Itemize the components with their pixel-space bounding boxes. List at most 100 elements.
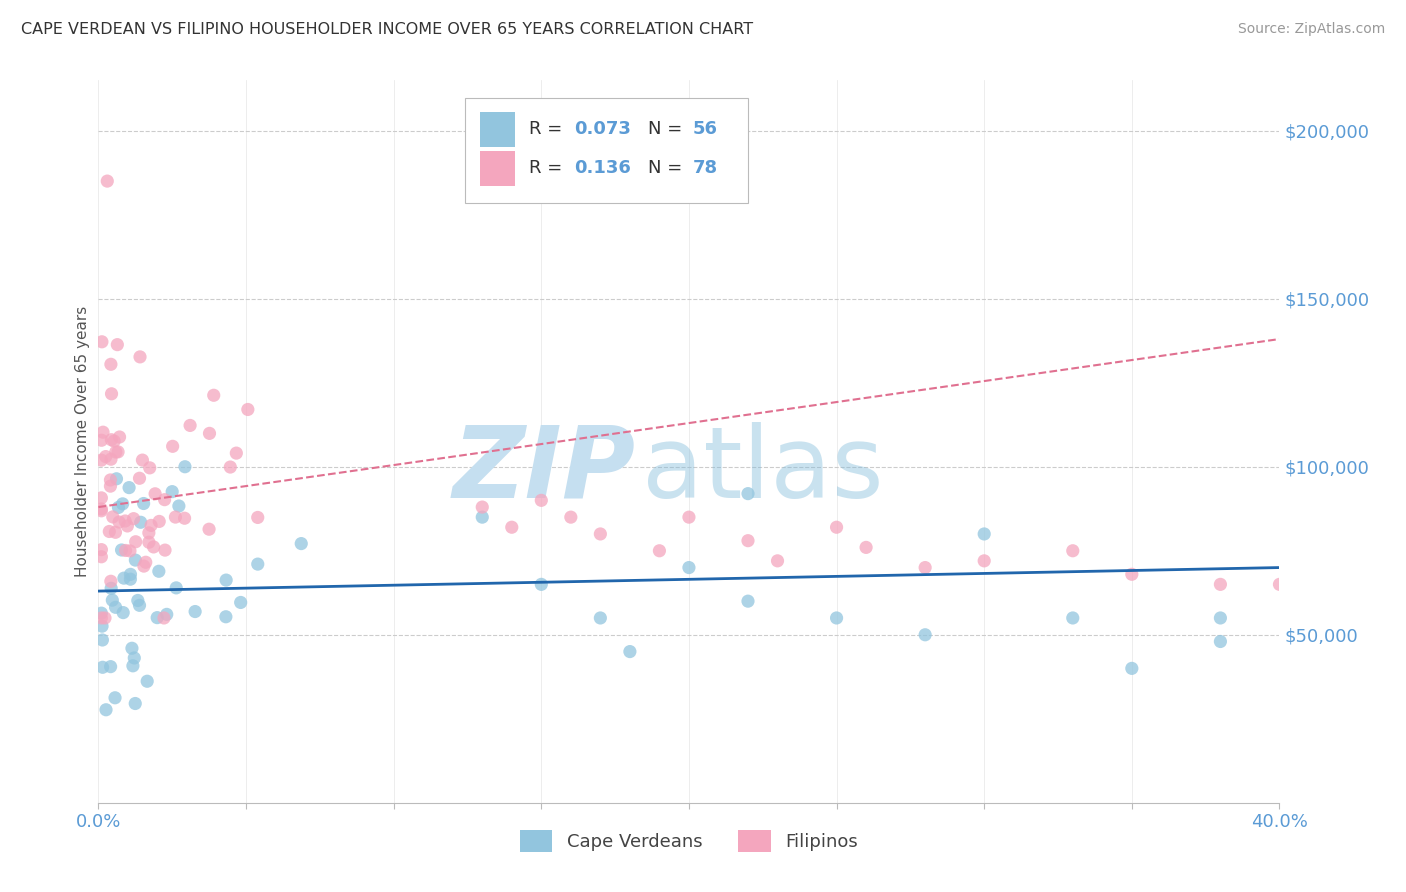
Point [167,499,190,513]
Point [108,430,131,444]
Point [589,611,612,625]
Point [173,511,195,525]
Point [125,534,148,549]
Point [648,543,671,558]
Point [148,515,170,529]
Point [100,473,122,487]
Text: atlas: atlas [641,422,883,519]
Point [131,453,153,467]
Point [90,491,112,505]
Point [202,388,225,402]
Legend: Cape Verdeans, Filipinos: Cape Verdeans, Filipinos [513,822,865,859]
Text: N =: N = [648,120,688,138]
Point [179,418,201,433]
Point [1268,577,1291,591]
Point [153,611,176,625]
Point [108,515,131,529]
Point [103,434,125,448]
Point [90,504,112,518]
Point [973,527,995,541]
Text: 0.073: 0.073 [575,120,631,138]
Point [138,525,160,540]
Point [107,500,129,515]
Point [124,553,146,567]
Point [737,594,759,608]
Point [160,484,183,499]
Point [90,453,112,467]
Point [90,611,112,625]
Point [105,472,128,486]
Point [165,510,187,524]
Point [118,544,141,558]
Point [165,581,187,595]
Point [1062,611,1084,625]
Point [122,658,145,673]
Point [91,619,114,633]
Text: 56: 56 [693,120,717,138]
Point [104,445,127,459]
Point [148,564,170,578]
Point [471,500,494,514]
Point [162,439,184,453]
Point [1121,661,1143,675]
Text: 78: 78 [693,160,717,178]
Point [96,174,118,188]
Point [122,511,145,525]
Point [825,520,848,534]
Point [471,510,494,524]
Point [100,659,122,673]
Point [138,460,160,475]
Point [129,516,152,530]
Point [129,350,152,364]
Text: R =: R = [530,120,568,138]
Point [1062,543,1084,558]
Point [825,611,848,625]
Point [1209,634,1232,648]
Point [91,425,114,440]
Point [174,459,197,474]
Point [501,520,523,534]
Point [100,386,122,401]
Point [855,541,877,555]
Point [100,452,122,467]
Point [94,703,117,717]
Point [124,651,146,665]
Point [153,543,176,558]
Point [100,357,122,371]
Point [560,510,582,524]
Point [100,433,122,447]
Point [90,549,112,564]
Point [112,606,135,620]
Point [198,426,221,441]
Point [120,572,142,586]
Point [246,510,269,524]
Point [90,502,112,516]
Point [737,486,759,500]
Point [589,527,612,541]
Point [290,536,312,550]
Point [104,525,127,540]
Point [914,628,936,642]
Point [94,450,117,464]
Point [98,524,121,539]
Point [90,334,112,349]
Point [124,697,146,711]
Point [111,497,134,511]
Point [101,593,124,607]
Point [91,660,114,674]
Point [114,514,136,528]
Text: CAPE VERDEAN VS FILIPINO HOUSEHOLDER INCOME OVER 65 YEARS CORRELATION CHART: CAPE VERDEAN VS FILIPINO HOUSEHOLDER INC… [21,22,754,37]
Point [104,600,127,615]
Bar [479,112,516,147]
Point [737,533,759,548]
Point [128,471,150,485]
Point [142,540,165,554]
Point [619,644,641,658]
Point [184,605,207,619]
Point [94,611,117,625]
Point [246,557,269,571]
Point [1209,577,1232,591]
Point [530,577,553,591]
Point [219,460,242,475]
Point [225,446,247,460]
